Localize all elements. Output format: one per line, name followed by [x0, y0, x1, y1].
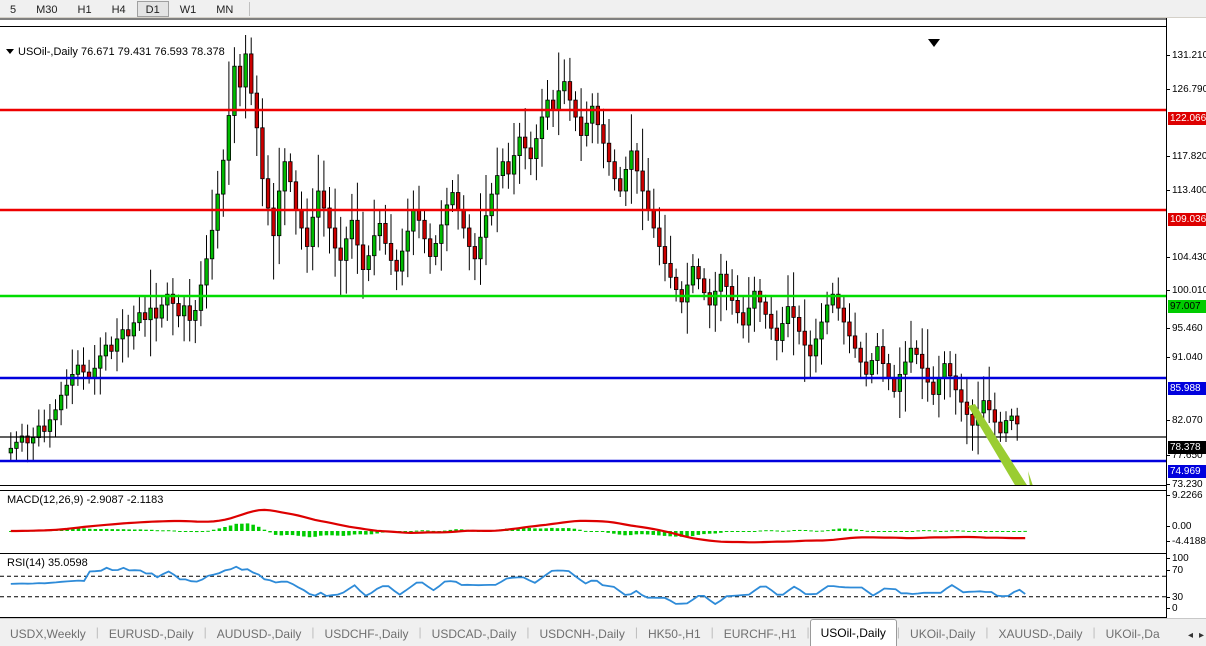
price-tick: 77.650	[1167, 450, 1206, 462]
tab-scroll-left-icon[interactable]: ◂	[1187, 630, 1193, 641]
price-badge[interactable]: 78.378	[1168, 441, 1206, 454]
timeframe-m30[interactable]: M30	[36, 3, 58, 16]
tab-separator: |	[1092, 625, 1096, 639]
price-tick: 95.460	[1167, 323, 1206, 335]
collapse-triangle-icon[interactable]	[6, 49, 14, 54]
timeframe-toolbar: 5 M30 H1 H4 D1 W1 MN	[0, 0, 1206, 18]
chart-top-marker-icon[interactable]	[928, 39, 940, 47]
tab-separator: |	[710, 625, 714, 639]
tab-separator: |	[806, 625, 810, 639]
price-badge[interactable]: 97.007	[1168, 300, 1206, 313]
tab-separator: |	[311, 625, 315, 639]
tab-separator: |	[418, 625, 422, 639]
indicator-tick: 30	[1167, 592, 1206, 604]
tab-scroll-right-icon[interactable]: ▸	[1198, 630, 1204, 641]
timeframe-mn[interactable]: MN	[216, 3, 234, 16]
symbol-tab[interactable]: USOil-,Daily	[809, 619, 897, 646]
macd-label: MACD(12,26,9) -2.9087 -2.1183	[6, 494, 165, 506]
tab-scroll-controls[interactable]: ◂ ▸	[1188, 630, 1204, 641]
chart-frame: USOil-,Daily 76.671 79.431 76.593 78.378…	[0, 18, 1206, 633]
tab-separator: |	[526, 625, 530, 639]
price-badge[interactable]: 122.066	[1168, 112, 1206, 125]
timeframe-w1[interactable]: W1	[179, 3, 197, 16]
timeframe-h1[interactable]: H1	[77, 3, 92, 16]
symbol-tabbar[interactable]: USDX,Weekly | EURUSD-,Daily | AUDUSD-,Daily |…	[0, 618, 1206, 646]
tab-separator: |	[634, 625, 638, 639]
symbol-ohlc-text: USOil-,Daily 76.671 79.431 76.593 78.378	[18, 46, 225, 58]
price-badge[interactable]: 74.969	[1168, 465, 1206, 478]
price-tick: 73.230	[1167, 479, 1206, 491]
toolbar-divider	[249, 1, 251, 16]
tab-separator: |	[95, 625, 99, 639]
timeframe-h4[interactable]: H4	[111, 3, 126, 16]
price-tick: 131.210	[1167, 50, 1206, 62]
symbol-tab[interactable]: USDX,Weekly	[10, 627, 86, 641]
symbol-tab[interactable]: UKOil-,Da	[1105, 627, 1160, 641]
indicator-tick: 0	[1167, 603, 1206, 615]
timeframe-m5[interactable]: 5	[10, 3, 17, 16]
symbol-tab[interactable]: EURCHF-,H1	[723, 627, 797, 641]
price-tick: 113.400	[1167, 185, 1206, 197]
rsi-pane[interactable]: RSI(14) 35.0598	[0, 554, 1166, 618]
trend-arrow-annotation	[968, 404, 1033, 485]
symbol-tab[interactable]: XAUUSD-,Daily	[998, 627, 1083, 641]
price-tick: 91.040	[1167, 352, 1206, 364]
indicator-tick: 0.00	[1167, 521, 1206, 533]
symbol-tab[interactable]: AUDUSD-,Daily	[216, 627, 302, 641]
indicator-tick: 70	[1167, 565, 1206, 577]
macd-svg	[9, 508, 1027, 544]
indicator-tick: 100	[1167, 553, 1206, 565]
macd-pane[interactable]: MACD(12,26,9) -2.9087 -2.1183	[0, 490, 1166, 554]
indicator-tick: -4.4188	[1167, 536, 1206, 548]
rsi-svg	[0, 565, 1166, 606]
tab-separator: |	[985, 625, 989, 639]
symbol-tab[interactable]: USDCAD-,Daily	[431, 627, 517, 641]
price-tick: 82.070	[1167, 415, 1206, 427]
price-badge[interactable]: 109.036	[1168, 213, 1206, 226]
timeframe-d1[interactable]: D1	[136, 0, 169, 17]
tab-separator: |	[896, 625, 901, 639]
price-candles-svg	[0, 35, 1166, 485]
indicator-tick: 9.2266	[1167, 490, 1206, 502]
price-tick: 100.010	[1167, 285, 1206, 297]
symbol-tab[interactable]: EURUSD-,Daily	[108, 627, 194, 641]
price-tick: 126.790	[1167, 84, 1206, 96]
symbol-tab[interactable]: HK50-,H1	[647, 627, 701, 641]
symbol-tab[interactable]: USDCHF-,Daily	[324, 627, 409, 641]
price-tick: 117.820	[1167, 151, 1206, 163]
chart-symbol-label: USOil-,Daily 76.671 79.431 76.593 78.378	[6, 46, 225, 58]
rsi-label: RSI(14) 35.0598	[6, 557, 89, 569]
price-scale-axis[interactable]: 131.210 126.790 117.820 113.400 104.430 100.0…	[1166, 18, 1206, 618]
symbol-tab[interactable]: USDCNH-,Daily	[539, 627, 625, 641]
tab-separator: |	[203, 625, 207, 639]
price-tick: 104.430	[1167, 252, 1206, 264]
price-chart-pane[interactable]	[0, 26, 1166, 486]
price-badge[interactable]: 85.988	[1168, 382, 1206, 395]
symbol-tab[interactable]: UKOil-,Daily	[910, 627, 976, 641]
